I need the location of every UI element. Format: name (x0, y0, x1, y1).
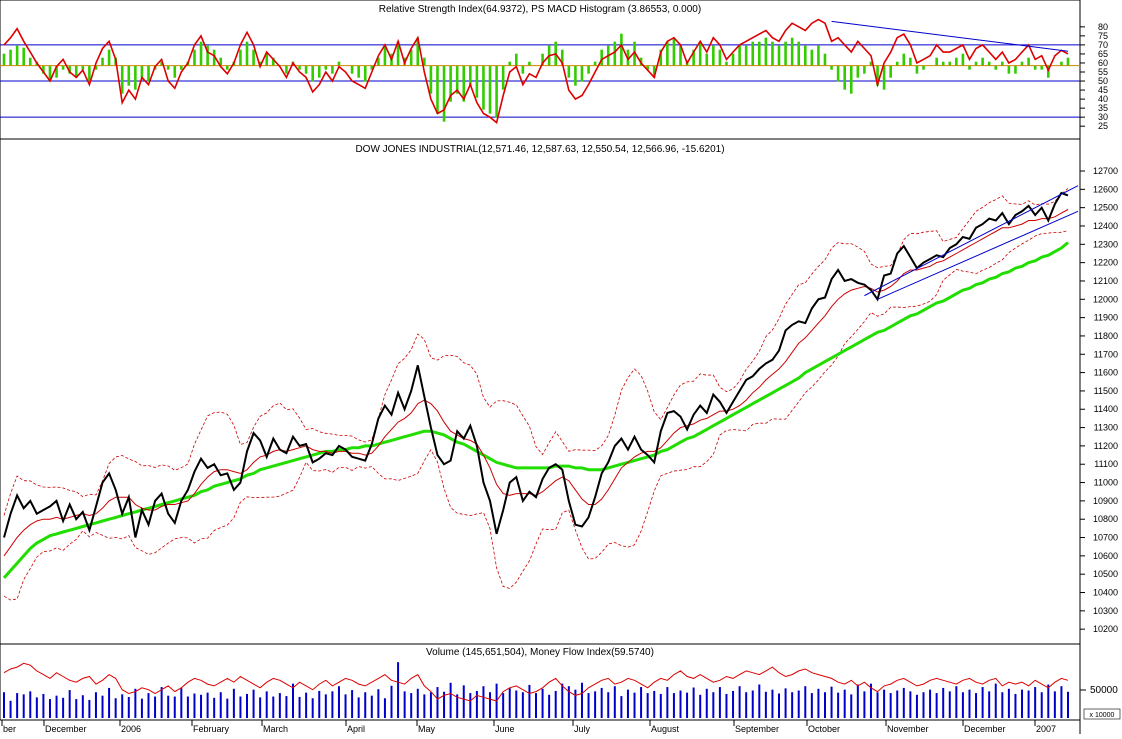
price-tick-label: 11600 (1094, 368, 1118, 378)
price-tick-label: 11100 (1094, 459, 1118, 469)
price-tick-label: 10800 (1093, 514, 1118, 524)
month-label: December (964, 724, 1006, 734)
month-label: February (193, 724, 230, 734)
rsi-panel-title: Relative Strength Index(64.9372), PS MAC… (379, 4, 701, 15)
price-tick-label: 10300 (1093, 606, 1118, 616)
rsi-tick-label: 70 (1098, 40, 1108, 50)
volume-panel-title: Volume (145,651,504), Money Flow Index(5… (426, 647, 654, 658)
rsi-tick-label: 25 (1098, 121, 1108, 131)
month-label: December (45, 724, 87, 734)
price-tick-label: 12500 (1093, 203, 1118, 213)
rsi-tick-label: 80 (1098, 22, 1108, 32)
month-label: November (887, 724, 929, 734)
price-tick-label: 12600 (1093, 184, 1118, 194)
month-label: April (347, 724, 365, 734)
price-tick-label: 10200 (1093, 624, 1118, 634)
rsi-tick-label: 45 (1098, 85, 1108, 95)
month-label: May (418, 724, 436, 734)
month-label: September (735, 724, 779, 734)
price-tick-label: 10900 (1093, 496, 1118, 506)
month-label: 2007 (1036, 724, 1056, 734)
month-label: July (574, 724, 591, 734)
price-tick-label: 12400 (1093, 221, 1118, 231)
rsi-trendline (831, 20, 1069, 52)
price-tick-label: 11500 (1094, 386, 1118, 396)
rsi-tick-label: 60 (1098, 58, 1108, 68)
rsi-tick-label: 75 (1098, 31, 1108, 41)
month-label: March (263, 724, 288, 734)
price-tick-label: 11300 (1094, 423, 1118, 433)
price-tick-label: 11700 (1094, 349, 1118, 359)
rsi-line (3, 18, 1069, 125)
rsi-tick-label: 50 (1098, 76, 1108, 86)
rsi-tick-label: 35 (1098, 103, 1108, 113)
price-tick-label: 11400 (1094, 404, 1118, 414)
price-tick-label: 12700 (1093, 166, 1118, 176)
month-label: October (808, 724, 840, 734)
volume-plot (3, 662, 1069, 718)
price-tick-label: 11000 (1094, 478, 1118, 488)
price-tick-label: 12100 (1093, 276, 1118, 286)
price-tick-label: 12200 (1093, 258, 1118, 268)
price-plot (2, 185, 1079, 601)
volume-tick-label: 50000 (1090, 685, 1118, 696)
rsi-tick-label: 55 (1098, 67, 1108, 77)
rsi-tick-label: 40 (1098, 94, 1108, 104)
price-tick-label: 11200 (1094, 441, 1118, 451)
upper-channel-trendline (864, 185, 1079, 297)
price-tick-label: 11900 (1094, 313, 1118, 323)
rsi-tick-label: 30 (1098, 112, 1108, 122)
volume-axis: 50000 x 10000 (1080, 685, 1121, 720)
price-tick-label: 10600 (1093, 551, 1118, 561)
upper-band-line (3, 188, 1069, 516)
volume-scale-note: x 10000 (1090, 712, 1115, 719)
price-tick-label: 10400 (1093, 588, 1118, 598)
price-tick-label: 10700 (1093, 533, 1118, 543)
price-tick-label: 12300 (1093, 239, 1118, 249)
price-tick-label: 11800 (1094, 331, 1118, 341)
month-axis: ber December 2006 February March April May June… (1, 720, 1056, 734)
month-label: 2006 (121, 724, 141, 734)
rsi-tick-label: 65 (1098, 49, 1108, 59)
dow-jones-price-line (3, 191, 1069, 538)
month-label: June (495, 724, 515, 734)
lower-band-line (3, 230, 1069, 601)
price-axis: 12700 12600 12500 12400 12300 12200 12100 12000… (1080, 166, 1118, 634)
month-label: ber (3, 724, 16, 734)
lower-channel-trendline (877, 210, 1079, 300)
rsi-plot (0, 18, 1080, 125)
money-flow-index-line (3, 662, 1069, 702)
price-tick-label: 10500 (1093, 569, 1118, 579)
price-tick-label: 12000 (1093, 294, 1118, 304)
price-panel-title: DOW JONES INDUSTRIAL(12,571.46, 12,587.6… (355, 144, 724, 155)
month-label: August (651, 724, 680, 734)
